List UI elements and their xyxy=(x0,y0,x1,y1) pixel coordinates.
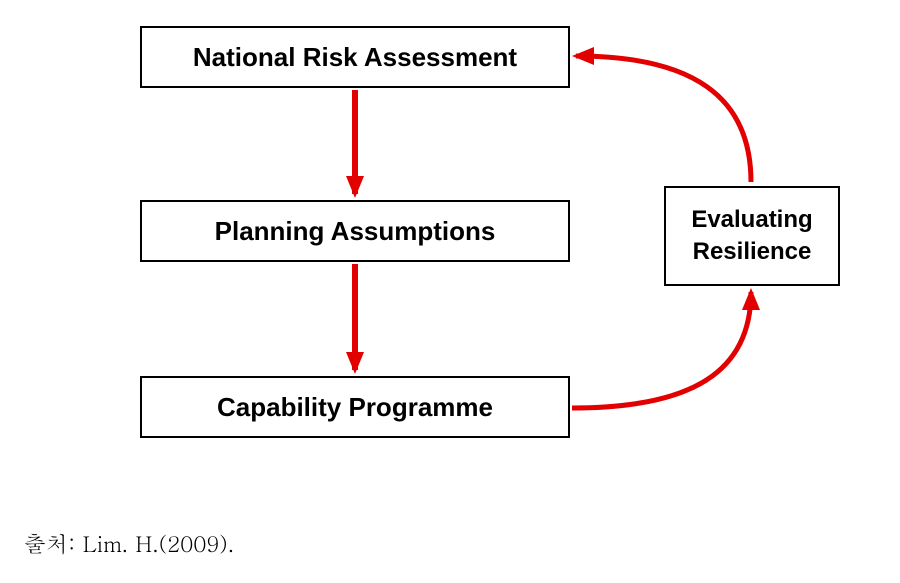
node-label: Planning Assumptions xyxy=(215,216,496,247)
node-evaluating-resilience: Evaluating Resilience xyxy=(664,186,840,286)
node-label: Evaluating Resilience xyxy=(691,204,812,269)
node-capability-programme: Capability Programme xyxy=(140,376,570,438)
source-citation: 출처: Lim. H.(2009). xyxy=(24,528,234,559)
node-planning-assumptions: Planning Assumptions xyxy=(140,200,570,262)
node-national-risk-assessment: National Risk Assessment xyxy=(140,26,570,88)
arrow-evaluating-to-nra xyxy=(576,56,751,182)
node-label: National Risk Assessment xyxy=(193,42,517,73)
source-label: 출처: Lim. H.(2009). xyxy=(24,528,234,559)
arrow-capability-to-evaluating xyxy=(572,292,751,408)
node-label: Capability Programme xyxy=(217,392,493,423)
